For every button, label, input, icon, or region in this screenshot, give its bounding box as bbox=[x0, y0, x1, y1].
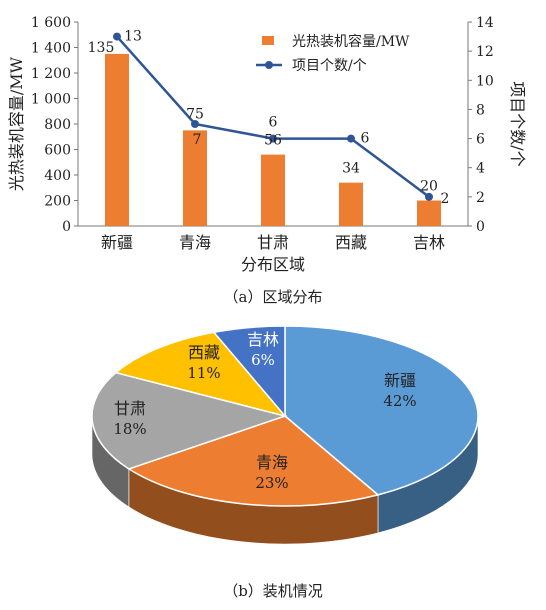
bar bbox=[261, 154, 285, 226]
y-tick-label-left: 1 400 bbox=[31, 41, 71, 57]
line-data-label: 13 bbox=[124, 29, 142, 45]
caption-a: （a）区域分布 bbox=[223, 288, 323, 306]
data-labels: 135 75 56 34 20 13 7 6 6 2 bbox=[88, 29, 450, 207]
bar-data-label: 75 bbox=[186, 106, 204, 122]
line-data-label: 7 bbox=[193, 132, 202, 148]
line-point bbox=[269, 134, 277, 143]
line-point bbox=[113, 32, 121, 41]
y-tick-label-left: 800 bbox=[44, 117, 71, 133]
line-point bbox=[191, 120, 199, 128]
bar bbox=[417, 200, 441, 226]
x-axis-title: 分布区域 bbox=[241, 255, 305, 274]
x-tick-label: 甘肃 bbox=[257, 233, 289, 252]
x-tick-label: 青海 bbox=[179, 233, 211, 252]
y-axis-title-right: 项目个数/个 bbox=[508, 81, 527, 166]
bar-series bbox=[105, 53, 441, 226]
legend: 光热装机容量/MW 项目个数/个 bbox=[256, 33, 410, 74]
y-tick-label-right: 6 bbox=[476, 132, 485, 148]
pie-slice-percent: 42% bbox=[383, 392, 416, 410]
bar-data-label: 56 bbox=[264, 133, 282, 149]
y-tick-label-left: 600 bbox=[44, 143, 71, 159]
pie-slice-percent: 6% bbox=[251, 351, 275, 369]
pie-slice bbox=[91, 371, 288, 470]
x-tick-label: 新疆 bbox=[101, 233, 133, 252]
legend-label-line: 项目个数/个 bbox=[292, 58, 367, 74]
bar bbox=[183, 130, 207, 226]
y-tick-label-left: 0 bbox=[62, 219, 71, 235]
caption-b: （b）装机情况 bbox=[223, 582, 323, 600]
line-data-label: 2 bbox=[441, 191, 450, 207]
y-tick-label-right: 10 bbox=[476, 73, 494, 89]
pie-labels: 新疆 42% 青海 23% 甘肃 18% 西藏 11% 吉林 6% bbox=[113, 330, 416, 492]
bar-data-label: 135 bbox=[88, 40, 115, 56]
legend-swatch-bar bbox=[262, 36, 274, 45]
y-axis-title-left: 光热装机容量/MW bbox=[7, 56, 26, 191]
legend-marker bbox=[265, 61, 273, 69]
axes: 0 200 400 600 800 1 000 1 200 1 400 1 600 0 2 4 6 8 10… bbox=[7, 15, 527, 274]
bar-data-label: 34 bbox=[342, 161, 360, 177]
y-tick-label-right: 4 bbox=[476, 161, 485, 177]
line-point bbox=[347, 134, 355, 143]
pie-slice-label: 甘肃 bbox=[114, 399, 146, 418]
bar-data-label: 20 bbox=[420, 179, 438, 195]
y-tick-label-left: 1 600 bbox=[31, 15, 71, 31]
x-tick-label: 西藏 bbox=[335, 233, 367, 252]
bar bbox=[339, 182, 363, 226]
line-data-label: 6 bbox=[361, 131, 370, 147]
y-tick-label-right: 14 bbox=[476, 15, 494, 31]
y-tick-label-right: 8 bbox=[476, 102, 485, 118]
y-tick-label-left: 400 bbox=[44, 168, 71, 184]
line-series bbox=[113, 32, 433, 201]
y-tick-label-right: 0 bbox=[476, 219, 485, 235]
y-tick-label-right: 12 bbox=[476, 44, 494, 60]
line-point bbox=[425, 192, 433, 201]
bar-line-chart: 0 200 400 600 800 1 000 1 200 1 400 1 600 0 2 4 6 8 10… bbox=[7, 15, 527, 274]
pie-slice-label: 西藏 bbox=[188, 343, 220, 362]
pie-slice-label: 吉林 bbox=[247, 330, 279, 349]
line-data-label: 6 bbox=[269, 115, 278, 131]
pie-slice bbox=[114, 331, 288, 418]
pie-slice-percent: 11% bbox=[187, 364, 220, 382]
pie-slice bbox=[284, 325, 479, 496]
pie-slice-percent: 18% bbox=[113, 420, 146, 438]
y-tick-label-left: 1 000 bbox=[31, 92, 71, 108]
legend-label-bar: 光热装机容量/MW bbox=[292, 33, 410, 50]
pie-slices bbox=[91, 325, 479, 507]
pie-slice bbox=[127, 415, 380, 507]
pie-slice-percent: 23% bbox=[255, 474, 288, 492]
y-tick-label-left: 1 200 bbox=[31, 66, 71, 82]
x-tick-label: 吉林 bbox=[413, 233, 445, 252]
pie-slice-label: 青海 bbox=[256, 453, 288, 472]
y-tick-label-right: 2 bbox=[476, 190, 485, 206]
pie-slice-label: 新疆 bbox=[384, 371, 416, 390]
bar bbox=[105, 53, 129, 226]
y-tick-label-left: 200 bbox=[44, 194, 71, 210]
pie-slice bbox=[212, 325, 286, 419]
